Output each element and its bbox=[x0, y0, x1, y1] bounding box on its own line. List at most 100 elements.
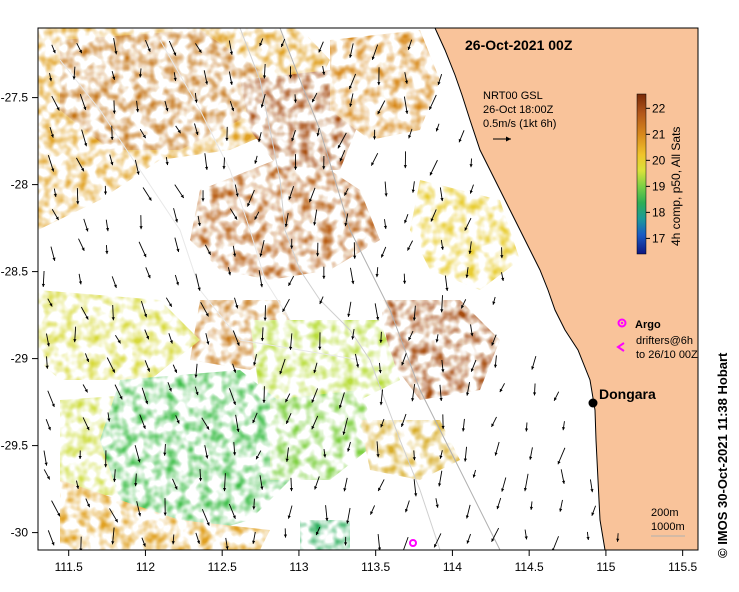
current-vector-head bbox=[439, 397, 443, 401]
current-vector-head bbox=[293, 99, 297, 103]
lat-tick-label: -30 bbox=[11, 526, 29, 540]
current-vector-head bbox=[408, 135, 412, 139]
current-vector-head bbox=[461, 428, 466, 432]
current-vector-head bbox=[343, 542, 348, 546]
current-vector-head bbox=[290, 245, 294, 249]
current-vector-head bbox=[586, 536, 590, 540]
current-vector-head bbox=[437, 81, 441, 85]
current-vector-head bbox=[311, 425, 315, 430]
current-vector-head bbox=[309, 198, 313, 203]
current-vector-head bbox=[117, 340, 121, 344]
current-vector-head bbox=[256, 455, 259, 460]
current-vector-head bbox=[136, 171, 140, 175]
model-name: NRT00 GSL bbox=[483, 90, 543, 102]
colorbar-label: 4h comp, p50, All Sats bbox=[669, 127, 683, 246]
current-vector-head bbox=[235, 305, 239, 309]
current-vector-head bbox=[344, 222, 348, 227]
current-vector-head bbox=[314, 486, 318, 490]
current-vector-head bbox=[52, 49, 56, 54]
current-vector-head bbox=[51, 403, 55, 408]
current-vector-head bbox=[380, 424, 384, 428]
lat-tick-label: -28.5 bbox=[1, 265, 29, 279]
current-vector-head bbox=[400, 423, 404, 427]
current-vector-head bbox=[342, 431, 346, 435]
current-vector-head bbox=[85, 316, 89, 320]
argo-icon bbox=[617, 318, 627, 328]
current-vector-head bbox=[142, 543, 146, 547]
current-vector-head bbox=[232, 515, 236, 519]
current-vector-head bbox=[349, 54, 353, 58]
current-vector-head bbox=[257, 138, 262, 143]
isobath-1000m-label: 1000m bbox=[651, 521, 685, 533]
current-vector-head bbox=[85, 228, 89, 232]
current-vector-head bbox=[466, 540, 470, 544]
current-vector-head bbox=[72, 76, 76, 80]
current-vector-head bbox=[142, 425, 146, 429]
colorbar-tick-label: 17 bbox=[652, 231, 666, 245]
current-vector-head bbox=[470, 368, 474, 372]
current-vector-head bbox=[435, 128, 439, 132]
current-vector-head bbox=[283, 534, 288, 538]
current-vector-head bbox=[146, 335, 150, 340]
current-vector-head bbox=[315, 531, 319, 536]
current-vector-head bbox=[236, 342, 240, 346]
current-vector-head bbox=[49, 303, 53, 307]
current-vector-head bbox=[285, 398, 289, 403]
current-vector-head bbox=[559, 508, 563, 512]
current-vector-head bbox=[137, 459, 141, 463]
current-vector-head bbox=[347, 313, 351, 317]
current-vector-head bbox=[438, 483, 442, 487]
current-vector-head bbox=[177, 129, 181, 134]
current-vector-head bbox=[206, 522, 210, 526]
current-vector-head bbox=[51, 168, 55, 172]
colorbar-tick-label: 18 bbox=[652, 205, 666, 219]
current-vector-head bbox=[233, 253, 237, 257]
current-vector-head bbox=[229, 51, 233, 55]
current-vector-head bbox=[325, 517, 329, 522]
current-vector-head bbox=[492, 301, 496, 305]
current-vector-head bbox=[252, 419, 256, 424]
current-vector-head bbox=[378, 487, 381, 492]
current-vector-head bbox=[168, 303, 172, 307]
current-vector-head bbox=[346, 520, 350, 524]
current-vector-head bbox=[347, 448, 351, 452]
plot-frame bbox=[37, 27, 699, 551]
current-vector-head bbox=[139, 226, 143, 230]
current-vector-head bbox=[429, 172, 433, 176]
current-vector-head bbox=[402, 280, 407, 284]
current-vector-head bbox=[143, 253, 147, 258]
current-vector-head bbox=[501, 277, 505, 281]
current-vector-head bbox=[291, 137, 295, 142]
current-vector-head bbox=[111, 541, 115, 545]
current-vector-head bbox=[41, 283, 45, 287]
current-vector-head bbox=[401, 362, 405, 366]
current-vector-head bbox=[289, 488, 294, 492]
current-vector-head bbox=[322, 275, 326, 279]
current-vector-head bbox=[73, 339, 77, 343]
current-vector-head bbox=[403, 165, 407, 169]
current-vector-head bbox=[289, 346, 293, 350]
current-vector-head bbox=[112, 478, 117, 482]
lon-tick-label: 115 bbox=[596, 560, 615, 574]
current-vector-head bbox=[430, 218, 434, 222]
current-vector-head bbox=[407, 247, 411, 251]
current-vector-head bbox=[259, 283, 264, 288]
current-vector-head bbox=[496, 505, 500, 510]
current-vector-head bbox=[472, 474, 476, 478]
current-vector-head bbox=[259, 42, 263, 47]
current-vector-head bbox=[147, 274, 151, 279]
credit-text: © IMOS 30-Oct-2021 11:38 Hobart bbox=[715, 352, 730, 558]
current-vector-head bbox=[461, 305, 465, 309]
current-vector-head bbox=[376, 316, 380, 321]
current-vector-head bbox=[262, 75, 267, 79]
current-vector-head bbox=[145, 400, 149, 405]
current-vector-head bbox=[105, 227, 110, 232]
current-vector-head bbox=[84, 389, 88, 393]
current-vector-head bbox=[616, 538, 620, 542]
current-vector-head bbox=[205, 81, 209, 85]
current-vector-head bbox=[318, 49, 322, 53]
current-vector-head bbox=[411, 189, 415, 193]
current-vector-head bbox=[405, 110, 409, 114]
current-vector-head bbox=[323, 454, 327, 458]
current-vector-head bbox=[288, 196, 292, 200]
